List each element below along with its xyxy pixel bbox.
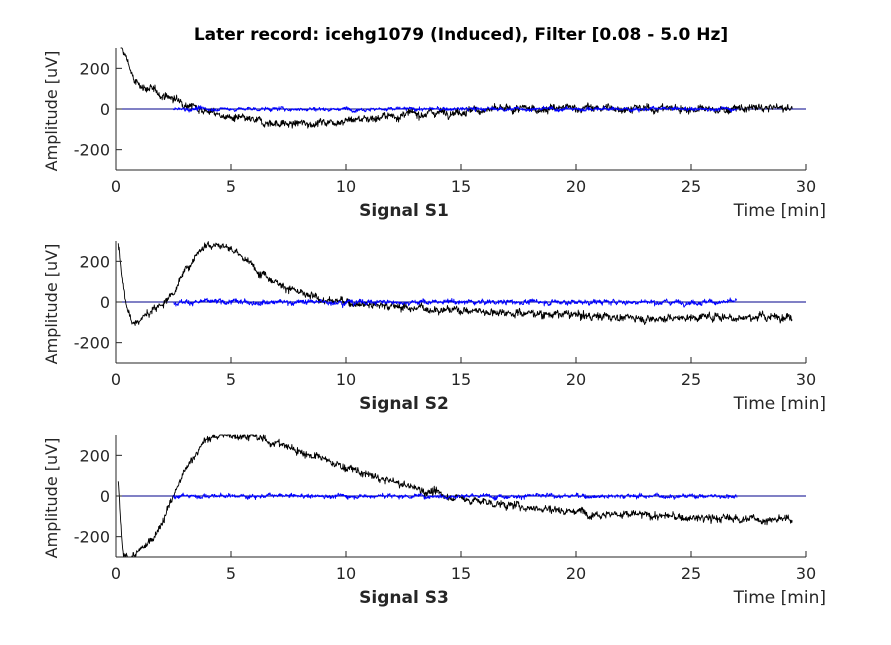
y-tick-label: 0 <box>100 293 110 312</box>
x-tick-label: 25 <box>681 564 701 583</box>
x-tick-label: 0 <box>111 177 121 196</box>
x-unit-label: Time [min] <box>733 394 826 414</box>
x-tick-label: 20 <box>566 370 586 389</box>
y-tick-label: 200 <box>79 252 110 271</box>
x-tick-label: 5 <box>226 177 236 196</box>
y-axis-label: Amplitude [uV] <box>42 51 61 172</box>
x-unit-label: Time [min] <box>733 201 826 221</box>
x-axis-label: Signal S1 <box>359 201 449 221</box>
x-tick-label: 0 <box>111 564 121 583</box>
series-trace-1 <box>120 47 793 129</box>
series-trace-2 <box>173 492 738 501</box>
x-tick-label: 5 <box>226 370 236 389</box>
x-tick-label: 0 <box>111 370 121 389</box>
x-tick-label: 15 <box>451 564 471 583</box>
x-tick-label: 20 <box>566 564 586 583</box>
x-axis-label: Signal S3 <box>359 588 449 608</box>
series-trace-2 <box>173 105 738 113</box>
series-trace-2 <box>173 297 738 309</box>
x-tick-label: 10 <box>336 177 356 196</box>
x-tick-label: 25 <box>681 177 701 196</box>
y-tick-label: -200 <box>74 528 110 547</box>
x-tick-label: 10 <box>336 370 356 389</box>
x-tick-label: 15 <box>451 370 471 389</box>
x-tick-label: 30 <box>796 370 816 389</box>
x-tick-label: 15 <box>451 177 471 196</box>
y-axis-label: Amplitude [uV] <box>42 244 61 365</box>
x-tick-label: 25 <box>681 370 701 389</box>
x-axis-label: Signal S2 <box>359 394 449 414</box>
y-axis-label: Amplitude [uV] <box>42 438 61 559</box>
y-tick-label: 200 <box>79 59 110 78</box>
x-tick-label: 5 <box>226 564 236 583</box>
x-tick-label: 30 <box>796 177 816 196</box>
y-tick-label: -200 <box>74 334 110 353</box>
x-tick-label: 20 <box>566 177 586 196</box>
x-tick-label: 10 <box>336 564 356 583</box>
y-tick-label: 200 <box>79 446 110 465</box>
y-tick-label: -200 <box>74 141 110 160</box>
series-trace-1 <box>117 241 793 326</box>
x-tick-label: 30 <box>796 564 816 583</box>
y-tick-label: 0 <box>100 100 110 119</box>
x-unit-label: Time [min] <box>733 588 826 608</box>
y-tick-label: 0 <box>100 487 110 506</box>
figure-title: Later record: icehg1079 (Induced), Filte… <box>194 25 728 45</box>
